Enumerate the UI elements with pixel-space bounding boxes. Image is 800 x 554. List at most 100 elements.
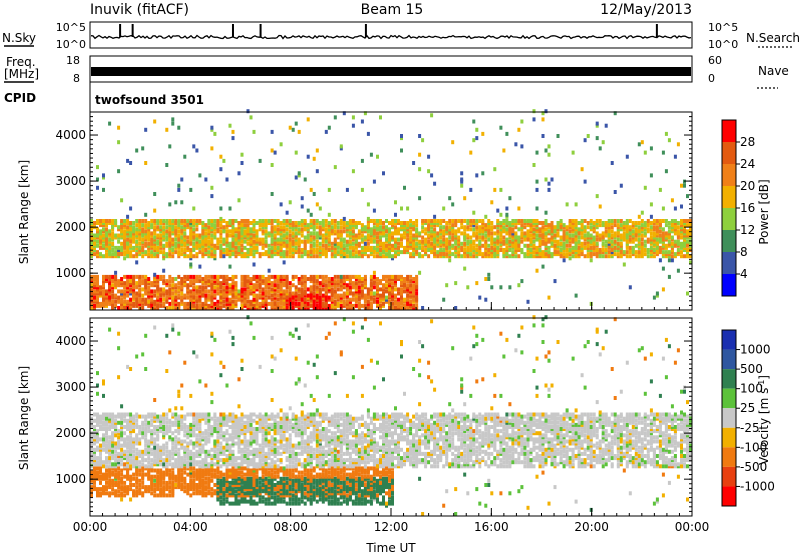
velocity-cell bbox=[144, 451, 148, 456]
velocity-cell bbox=[135, 480, 139, 485]
power-cell bbox=[664, 219, 668, 223]
power-cell bbox=[105, 299, 108, 304]
power-cell bbox=[231, 283, 235, 288]
power-cell bbox=[496, 237, 500, 242]
power-cell bbox=[339, 229, 343, 234]
power-cell bbox=[315, 250, 319, 255]
cpid-program: twofsound 3501 bbox=[95, 93, 204, 107]
power-cell bbox=[168, 144, 172, 149]
power-cell bbox=[655, 227, 659, 232]
power-cell bbox=[261, 229, 265, 234]
power-cell bbox=[246, 248, 250, 252]
power-cell bbox=[123, 306, 127, 310]
power-cell bbox=[147, 245, 151, 250]
power-cell bbox=[135, 248, 139, 252]
power-cell bbox=[601, 237, 605, 242]
power-cell bbox=[409, 279, 413, 284]
power-cell bbox=[132, 231, 136, 236]
power-cell bbox=[165, 241, 169, 246]
power-cell bbox=[132, 277, 136, 281]
power-cell bbox=[276, 231, 280, 236]
power-cell bbox=[487, 272, 491, 277]
power-cell bbox=[261, 241, 265, 246]
power-cell bbox=[153, 119, 157, 124]
power-cell bbox=[204, 306, 208, 310]
power-cell bbox=[234, 301, 238, 306]
velocity-cell bbox=[129, 435, 133, 440]
power-cell bbox=[619, 248, 623, 252]
velocity-cell bbox=[144, 367, 148, 371]
power-cell bbox=[267, 289, 271, 294]
power-cell bbox=[655, 237, 659, 242]
power-cell bbox=[279, 306, 283, 310]
power-cell bbox=[144, 237, 148, 242]
power-cell bbox=[153, 239, 157, 244]
power-cell bbox=[345, 301, 349, 306]
velocity-cell bbox=[159, 480, 163, 485]
power-cell bbox=[505, 248, 509, 252]
power-cell bbox=[96, 239, 99, 244]
power-cell bbox=[198, 306, 202, 310]
power-cell bbox=[499, 212, 503, 217]
power-cell bbox=[156, 283, 160, 288]
power-cell bbox=[463, 231, 467, 236]
power-cell bbox=[571, 254, 575, 259]
power-cell bbox=[442, 206, 446, 211]
power-cell bbox=[135, 274, 139, 279]
power-cell bbox=[294, 231, 298, 236]
power-cell bbox=[300, 204, 304, 209]
power-cell bbox=[225, 248, 229, 252]
power-cell bbox=[237, 248, 241, 252]
power-cell bbox=[481, 252, 485, 257]
velocity-cell bbox=[135, 418, 139, 423]
power-cell bbox=[330, 241, 334, 246]
power-cell bbox=[409, 219, 413, 223]
power-cell bbox=[345, 299, 349, 304]
power-cell bbox=[279, 293, 283, 298]
power-cell bbox=[291, 233, 295, 238]
power-cell bbox=[333, 289, 337, 294]
power-cell bbox=[493, 225, 497, 230]
power-cell bbox=[111, 233, 115, 238]
power-cell bbox=[264, 241, 268, 246]
power-cell bbox=[333, 239, 337, 244]
power-cell bbox=[327, 223, 331, 228]
velocity-cell bbox=[114, 441, 118, 446]
power-cell bbox=[237, 225, 241, 230]
power-cell bbox=[306, 117, 310, 122]
power-cell bbox=[234, 239, 238, 244]
power-cell bbox=[664, 243, 668, 248]
power-cell bbox=[372, 299, 376, 304]
power-cell bbox=[102, 245, 105, 250]
power-cell bbox=[553, 227, 557, 232]
power-cell bbox=[186, 219, 190, 223]
power-cell bbox=[448, 227, 452, 232]
power-cell bbox=[222, 277, 226, 281]
power-cell bbox=[216, 303, 220, 308]
velocity-cell bbox=[120, 493, 124, 498]
power-cell bbox=[237, 239, 241, 244]
power-cell bbox=[616, 241, 620, 246]
velocity-cell bbox=[144, 472, 148, 477]
power-cell bbox=[249, 231, 253, 236]
power-cell bbox=[592, 241, 596, 246]
power-cell bbox=[303, 283, 307, 288]
power-cell bbox=[171, 117, 175, 122]
power-cell bbox=[637, 225, 641, 230]
power-cell bbox=[162, 237, 166, 242]
power-cell bbox=[403, 299, 406, 304]
power-cell bbox=[141, 241, 145, 246]
velocity-cell bbox=[96, 456, 99, 461]
velocity-cell bbox=[117, 462, 121, 467]
power-cell bbox=[132, 239, 136, 244]
velocity-cell bbox=[105, 439, 108, 444]
power-cell bbox=[300, 219, 304, 223]
power-cell bbox=[505, 250, 509, 255]
velocity-cell bbox=[147, 422, 151, 427]
velocity-cell bbox=[150, 485, 154, 490]
power-cell bbox=[562, 225, 566, 230]
power-cell bbox=[427, 239, 431, 244]
power-cell bbox=[451, 223, 455, 228]
power-cell bbox=[285, 299, 289, 304]
